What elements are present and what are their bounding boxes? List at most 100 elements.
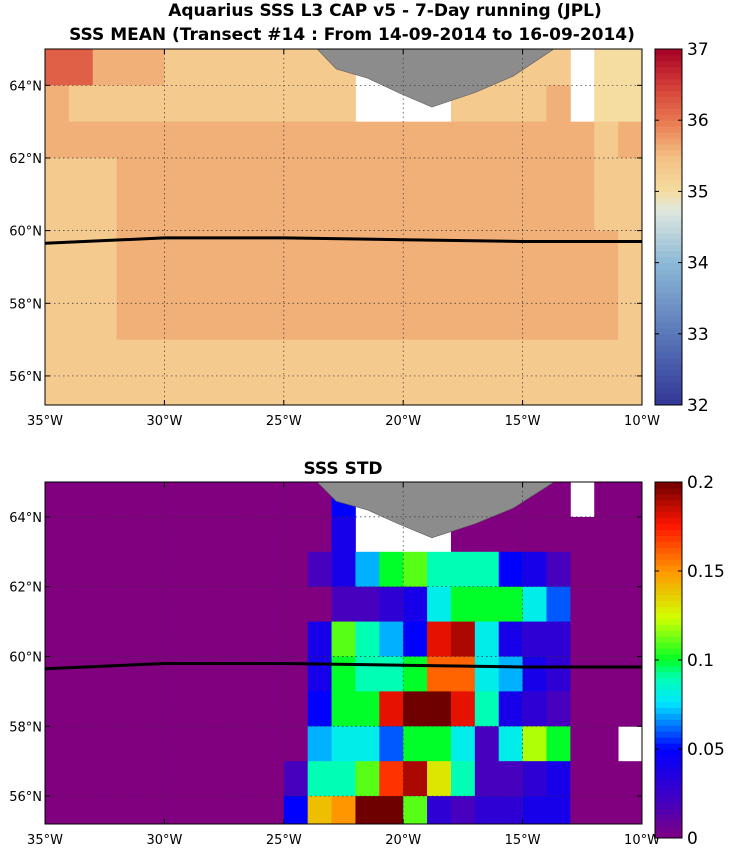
colorbar-segment [655, 399, 682, 406]
heatmap-cell [427, 121, 452, 159]
y-tick-label: 56°N [9, 370, 42, 385]
heatmap-cell [331, 691, 356, 727]
heatmap-cell [450, 230, 476, 268]
heatmap-cell [92, 482, 118, 518]
colorbar-tick-label: 32 [687, 396, 709, 416]
heatmap-cell [164, 482, 189, 518]
colorbar-segment [655, 796, 682, 803]
heatmap-cell [450, 656, 476, 692]
heatmap-cell [379, 339, 404, 377]
heatmap-cell [331, 85, 356, 123]
heatmap-cell [427, 656, 452, 692]
heatmap-cell [164, 230, 189, 268]
heatmap-cell [164, 516, 189, 553]
colorbar-segment [655, 132, 682, 139]
heatmap-cell [45, 339, 70, 377]
heatmap-cell [45, 482, 70, 518]
colorbar-segment [655, 612, 682, 619]
colorbar-segment [655, 576, 682, 584]
colorbar-tick-label: 0.05 [687, 740, 725, 760]
colorbar-segment [655, 665, 682, 673]
heatmap-cell [45, 726, 70, 762]
heatmap-cell [570, 726, 595, 762]
heatmap-cell [212, 230, 237, 268]
heatmap-cell [68, 761, 94, 797]
x-tick-label: 25°W [266, 833, 302, 848]
x-tick-label: 30°W [146, 833, 182, 848]
heatmap-cell [68, 586, 94, 622]
heatmap-cell [618, 551, 642, 588]
heatmap-cell [546, 691, 571, 727]
heatmap-cell [546, 230, 571, 268]
heatmap-cell [427, 761, 452, 797]
colorbar-segment [655, 493, 682, 501]
colorbar-segment [655, 280, 682, 287]
heatmap-cell [283, 194, 309, 232]
heatmap-cell [236, 121, 261, 159]
heatmap-cell [259, 157, 285, 195]
heatmap-cell [212, 621, 237, 657]
heatmap-cell [427, 194, 452, 232]
figure-title-line-2: SSS MEAN (Transect #14 : From 14-09-2014… [69, 25, 635, 45]
heatmap-cell [307, 761, 332, 797]
heatmap-cell [45, 691, 70, 727]
colorbar-segment [655, 600, 682, 608]
heatmap-cell [522, 656, 547, 692]
heatmap-cell [427, 230, 452, 268]
heatmap-cell [164, 303, 189, 341]
heatmap-cell [546, 157, 571, 195]
heatmap-cell [355, 375, 380, 405]
heatmap-cell [403, 726, 428, 762]
heatmap-cell [594, 482, 619, 518]
colorbar-segment [655, 553, 682, 560]
heatmap-cell [594, 121, 619, 159]
heatmap-cell [259, 761, 285, 797]
heatmap-cells [45, 482, 642, 824]
colorbar-segment [655, 517, 682, 525]
heatmap-cell [331, 266, 356, 304]
heatmap-cell [45, 266, 70, 304]
heatmap-cell [188, 85, 213, 123]
colorbar-segment [655, 345, 682, 353]
heatmap-cell [474, 121, 500, 159]
heatmap-cell [379, 726, 404, 762]
heatmap-cell [546, 49, 571, 86]
colorbar-segment [655, 108, 682, 115]
heatmap-cell [92, 85, 118, 123]
heatmap-cell [403, 551, 428, 588]
heatmap-cell [164, 339, 189, 377]
colorbar-segment [655, 84, 682, 92]
heatmap-cell [68, 194, 94, 232]
heatmap-cell [474, 516, 500, 553]
std-panel-title: SSS STD [303, 459, 382, 479]
colorbar-segment [655, 594, 682, 602]
heatmap-cell [307, 157, 332, 195]
colorbar-segment [655, 624, 682, 631]
heatmap-cell [546, 796, 571, 824]
colorbar-segment [655, 648, 682, 655]
heatmap-cell [212, 516, 237, 553]
heatmap-cell [618, 691, 642, 727]
land-mass [316, 49, 555, 108]
colorbar-segment [655, 215, 682, 222]
heatmap-cell [164, 726, 189, 762]
heatmap-cell [403, 586, 428, 622]
heatmap-cell [116, 85, 141, 123]
heatmap-cell [92, 230, 118, 268]
heatmap-cell [546, 85, 571, 123]
heatmap-cell [450, 303, 476, 341]
colorbar-segment [655, 72, 682, 80]
heatmap-cell [45, 49, 70, 86]
heatmap-cell [379, 303, 404, 341]
colorbar-segment [655, 381, 682, 388]
heatmap-cell [379, 656, 404, 692]
heatmap-cell [236, 691, 261, 727]
heatmap-cell [259, 85, 285, 123]
heatmap-cell [379, 194, 404, 232]
heatmap-cell [212, 586, 237, 622]
heatmap-cell [522, 375, 547, 405]
colorbar-segment [655, 227, 682, 234]
colorbar-segment [655, 582, 682, 590]
colorbar-segment [655, 482, 682, 489]
heatmap-cell [45, 121, 70, 159]
